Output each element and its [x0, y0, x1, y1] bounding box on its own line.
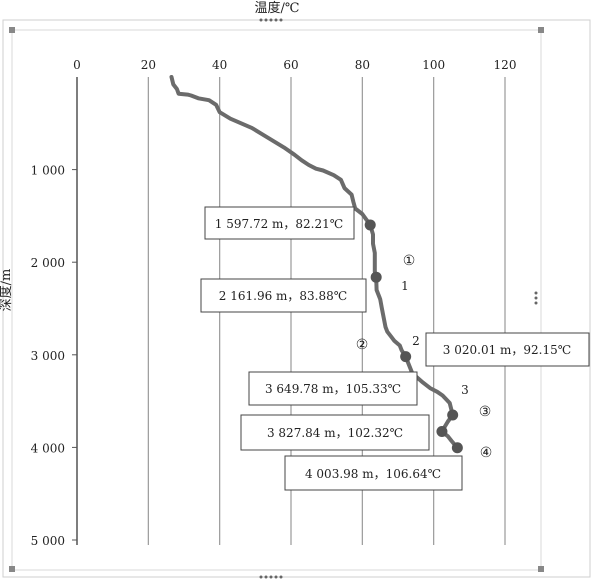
x-tick-label-120: 120	[494, 58, 517, 72]
annotation-1597-label: 1 597.72 m，82.21℃	[215, 217, 343, 231]
x-tick-label-20: 20	[141, 58, 156, 72]
zone-marker-4: ④	[480, 445, 493, 461]
annotation-3020-label: 3 020.01 m，92.15℃	[443, 343, 571, 357]
handle-right[interactable]	[534, 291, 538, 305]
annotation-2161: 2 161.96 m，83.88℃	[200, 278, 367, 313]
outer-border	[2, 19, 591, 578]
handle-top[interactable]	[259, 18, 283, 22]
x-tick-label-0: 0	[73, 58, 81, 72]
boundary-number-2: 2	[412, 334, 420, 348]
point-marker-2162	[370, 271, 382, 283]
x-tick-labels: 0 20 40 60 80 100 120	[73, 58, 516, 72]
annotation-1597: 1 597.72 m，82.21℃	[204, 206, 355, 240]
point-marker-1598	[364, 219, 376, 231]
boundary-number-1: 1	[401, 279, 409, 293]
annotation-2161-label: 2 161.96 m，83.88℃	[219, 289, 347, 303]
x-tick-label-80: 80	[355, 58, 370, 72]
x-axis-title: 温度/℃	[255, 0, 300, 16]
zone-marker-2: ②	[356, 337, 369, 353]
boundary-number-3: 3	[461, 383, 469, 397]
handle-bottom[interactable]	[259, 575, 283, 579]
point-marker-3650	[447, 409, 459, 421]
annotation-3827: 3 827.84 m，102.32℃	[240, 414, 430, 451]
y-tick-label-4000: 4 000	[31, 441, 65, 455]
zone-marker-3: ③	[479, 404, 492, 420]
point-marker-3828	[436, 425, 448, 437]
x-tick-label-100: 100	[422, 58, 445, 72]
y-tick-label-2000: 2 000	[31, 256, 65, 270]
x-tick-label-40: 40	[212, 58, 227, 72]
annotation-4003-label: 4 003.98 m，106.64℃	[305, 467, 441, 481]
plot-border	[11, 29, 542, 571]
corner-handles[interactable]	[9, 27, 544, 572]
point-marker-4004	[451, 442, 463, 454]
data-point-markers	[364, 219, 463, 454]
annotation-3020: 3 020.01 m，92.15℃	[425, 332, 590, 367]
annotation-3649: 3 649.78 m，105.33℃	[248, 371, 418, 406]
zone-marker-1: ①	[403, 253, 416, 269]
y-tick-label-5000: 5 000	[31, 534, 65, 548]
y-tick-label-1000: 1 000	[31, 164, 65, 178]
y-axis-title: 深度/m	[0, 269, 14, 312]
x-tick-label-60: 60	[283, 58, 298, 72]
annotation-3649-label: 3 649.78 m，105.33℃	[265, 382, 401, 396]
y-tick-labels: 1 000 2 000 3 000 4 000 5 000	[31, 164, 77, 548]
annotation-3827-label: 3 827.84 m，102.32℃	[267, 426, 403, 440]
point-marker-3020	[400, 351, 412, 363]
annotation-boxes: 1 597.72 m，82.21℃ 2 161.96 m，83.88℃ 3 02…	[200, 206, 590, 491]
y-tick-label-3000: 3 000	[31, 349, 65, 363]
annotation-4003: 4 003.98 m，106.64℃	[284, 455, 463, 491]
